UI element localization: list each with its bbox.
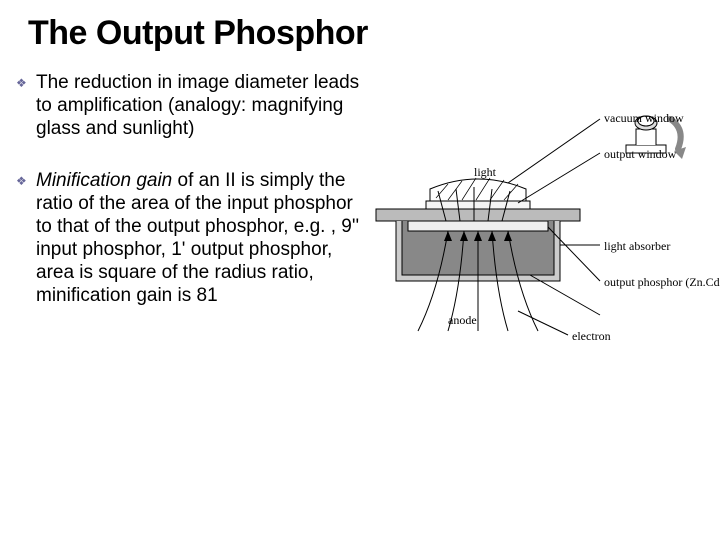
bullet-2-italic: Minification gain (36, 170, 172, 191)
text-column: ❖ The reduction in image diameter leads … (16, 71, 368, 391)
bullet-2: ❖ Minification gain of an II is simply t… (16, 169, 368, 308)
label-vacuum-window: vacuum window (604, 111, 684, 126)
bullet-icon: ❖ (16, 169, 36, 308)
label-electron: electron (572, 329, 611, 344)
bullet-2-text: Minification gain of an II is simply the… (36, 169, 368, 308)
label-anode: anode (448, 313, 477, 328)
page-title: The Output Phosphor (0, 0, 720, 53)
bullet-icon: ❖ (16, 71, 36, 141)
label-output-window: output window (604, 147, 676, 162)
label-light: light (474, 165, 496, 180)
content-row: ❖ The reduction in image diameter leads … (0, 53, 720, 391)
label-light-absorber: light absorber (604, 239, 670, 254)
bullet-1-text: The reduction in image diameter leads to… (36, 71, 368, 141)
diagram-column: vacuum window output window light light … (368, 71, 708, 391)
label-output-phosphor: output phosphor (Zn.Cd.S) (604, 275, 720, 290)
bullet-1: ❖ The reduction in image diameter leads … (16, 71, 368, 141)
